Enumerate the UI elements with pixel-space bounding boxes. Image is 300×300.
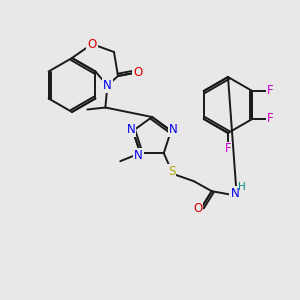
Text: N: N — [127, 123, 135, 136]
Text: O: O — [134, 67, 142, 80]
Text: N: N — [169, 123, 177, 136]
Text: S: S — [168, 165, 176, 178]
Text: F: F — [225, 142, 231, 155]
Text: N: N — [103, 79, 112, 92]
Text: O: O — [87, 38, 97, 50]
Text: N: N — [230, 187, 239, 200]
Text: N: N — [134, 149, 142, 162]
Text: H: H — [238, 182, 246, 192]
Text: O: O — [193, 202, 203, 215]
Text: F: F — [267, 85, 274, 98]
Text: F: F — [267, 112, 274, 125]
